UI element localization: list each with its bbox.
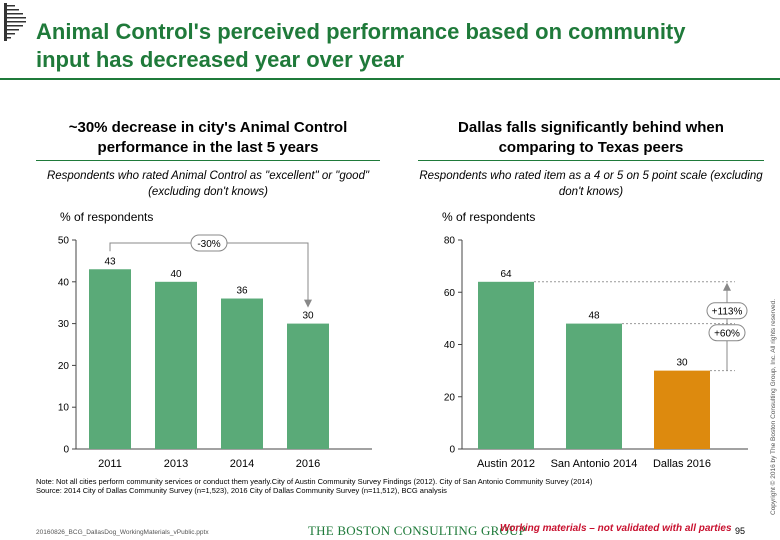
right-panel-divider [418,160,764,161]
left-panel-divider [36,160,380,161]
page-number: 95 [735,526,746,536]
left-bar [287,323,329,449]
right-change-badge-austin [706,302,748,320]
right-bar [478,281,534,449]
right-bar [654,370,710,449]
left-y-tick-label: 0 [63,445,69,456]
right-y-tick-label: 20 [444,392,456,403]
copyright-notice: Copyright © 2016 by The Boston Consultin… [770,298,777,515]
left-bar [89,269,131,449]
left-panel-subtitle: Respondents who rated Animal Control as … [46,170,370,198]
left-category-label: 2016 [296,458,320,470]
left-change-badge [190,234,228,252]
left-data-label: 40 [170,269,182,280]
left-change-arrowhead [304,299,312,308]
right-category-label: San Antonio 2014 [551,458,638,470]
right-category-label: Austin 2012 [477,458,535,470]
title-divider [0,78,780,80]
left-data-label: 30 [302,311,314,322]
right-panel-heading: Dallas falls significantly behind when c… [458,119,724,156]
left-category-label: 2014 [230,458,254,470]
right-y-tick-label: 40 [444,340,456,351]
logo-lines-icon [4,3,26,41]
right-data-label: 30 [676,358,688,369]
left-category-label: 2013 [164,458,188,470]
right-y-tick-label: 80 [444,236,456,247]
right-unit-label: % of respondents [442,210,536,224]
page-title: Animal Control's perceived performance b… [36,19,686,72]
left-bar [221,298,263,449]
left-unit-label: % of respondents [60,210,154,224]
right-data-label: 48 [588,311,600,322]
left-panel-heading: ~30% decrease in city's Animal Control p… [68,119,348,156]
right-change-arrowhead-austin [723,282,731,291]
left-y-tick-label: 20 [58,361,70,372]
right-change-badge-san-antonio [708,324,746,342]
left-change-label: -30% [197,239,220,250]
right-y-tick-label: 60 [444,288,456,299]
brand-logo: THE BOSTON CONSULTING GROUP [308,523,527,538]
left-data-label: 43 [104,256,116,267]
left-y-tick-label: 50 [58,236,70,247]
left-y-tick-label: 10 [58,403,70,414]
right-change-label-austin: +113% [712,307,743,318]
footnote: Note: Not all cities perform community s… [36,477,596,495]
left-data-label: 36 [236,286,248,297]
right-panel-subtitle: Respondents who rated item as a 4 or 5 o… [419,170,763,198]
file-name: 20160826_BCG_DallasDog_WorkingMaterials_… [36,529,209,536]
left-y-tick-label: 30 [58,319,70,330]
footnote-source: Source: 2014 City of Dallas Community Su… [36,486,447,495]
right-data-label: 64 [500,269,512,280]
right-category-label: Dallas 2016 [653,458,711,470]
left-bar [155,281,197,449]
right-change-label-san-antonio: +60% [714,329,740,340]
left-category-label: 2011 [98,458,122,470]
working-materials-notice: Working materials – not validated with a… [500,523,732,534]
left-y-tick-label: 40 [58,277,70,288]
right-y-tick-label: 0 [449,445,455,456]
right-bar [566,323,622,449]
footnote-note: Note: Not all cities perform community s… [36,477,593,486]
